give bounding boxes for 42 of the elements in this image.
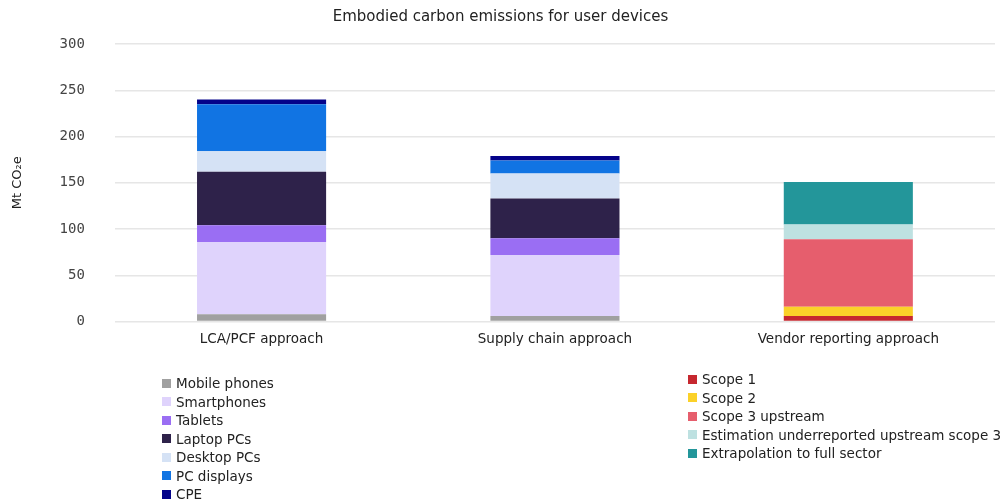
bar bbox=[490, 316, 620, 321]
x-tick-label: Vendor reporting approach bbox=[757, 330, 939, 347]
x-tick-label: LCA/PCF approach bbox=[199, 330, 324, 347]
bar bbox=[197, 104, 327, 152]
legend-label: Extrapolation to full sector bbox=[702, 444, 882, 463]
y-tick-label: 200 bbox=[59, 127, 85, 144]
bar bbox=[783, 306, 913, 317]
y-tick-label: 300 bbox=[59, 34, 85, 51]
legend-label: PC displays bbox=[176, 466, 253, 485]
legend-label: Mobile phones bbox=[176, 374, 274, 393]
legend-label: Scope 3 upstream bbox=[702, 407, 825, 426]
bar bbox=[197, 171, 327, 226]
bar bbox=[490, 238, 620, 255]
bar bbox=[783, 316, 913, 321]
y-axis-title: Mt CO₂e bbox=[9, 156, 25, 210]
y-tick-label: 150 bbox=[59, 173, 85, 190]
legend-label: CPE bbox=[176, 485, 203, 500]
chart-title: Embodied carbon emissions for user devices bbox=[332, 6, 669, 25]
legend-label: Laptop PCs bbox=[176, 429, 252, 448]
y-tick-label: 0 bbox=[76, 312, 85, 329]
legend-label: Scope 2 bbox=[702, 388, 757, 407]
bar bbox=[783, 224, 913, 240]
y-tick-label: 100 bbox=[59, 219, 85, 236]
bar bbox=[197, 314, 327, 321]
bar bbox=[197, 225, 327, 243]
bar bbox=[490, 198, 620, 239]
legend-label: Desktop PCs bbox=[176, 448, 261, 467]
bar bbox=[490, 254, 620, 317]
y-tick-label: 50 bbox=[68, 265, 85, 282]
bar bbox=[197, 242, 327, 315]
bar bbox=[490, 155, 620, 161]
legend-label: Tablets bbox=[176, 411, 224, 430]
bar bbox=[783, 181, 913, 225]
bar bbox=[490, 160, 620, 174]
bar bbox=[490, 173, 620, 199]
legend-label: Smartphones bbox=[176, 392, 267, 411]
bar bbox=[783, 239, 913, 307]
legend-label: Estimation underreported upstream scope 3 bbox=[702, 425, 1002, 444]
bar bbox=[197, 151, 327, 172]
y-tick-label: 250 bbox=[59, 80, 85, 97]
x-tick-label: Supply chain approach bbox=[477, 330, 633, 347]
legend-label: Scope 1 bbox=[702, 370, 757, 389]
